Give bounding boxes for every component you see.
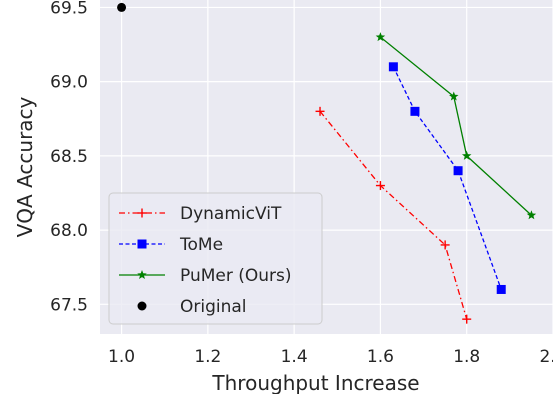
legend-item: ToMe [119, 235, 223, 255]
legend: DynamicViT ToMe PuMer (Ours) Original [108, 192, 323, 325]
data-point [461, 150, 472, 160]
data-point [375, 181, 385, 191]
legend-item: DynamicViT [119, 204, 282, 224]
data-point [526, 210, 537, 220]
x-tick-label: 1.2 [194, 347, 221, 367]
y-tick-label: 67.5 [50, 295, 88, 315]
legend-box [108, 192, 323, 325]
y-tick-label: 69.0 [50, 73, 88, 93]
legend-item: Original [137, 297, 247, 317]
series-1 [388, 62, 506, 294]
series-line [380, 36, 532, 216]
legend-marker [137, 301, 147, 311]
legend-label: DynamicViT [180, 204, 282, 224]
series-0 [315, 106, 472, 324]
series-3 [117, 2, 127, 12]
x-tick-label: 1.0 [108, 347, 135, 367]
series-2 [375, 32, 537, 220]
legend-marker [137, 208, 147, 218]
series-line [319, 110, 468, 320]
y-tick-label: 69.5 [50, 0, 88, 18]
legend-item: PuMer (Ours) [119, 266, 292, 286]
tick-labels: 1.0 1.2 1.4 1.6 1.8 2.0 67.5 68.0 68.5 69.0 69.5 [50, 0, 553, 367]
y-tick-label: 68.5 [50, 147, 88, 167]
legend-marker [137, 239, 147, 249]
legend-marker [137, 270, 147, 280]
data-point [375, 32, 386, 42]
legend-items: DynamicViT ToMe PuMer (Ours) Original [119, 204, 292, 317]
data-point [440, 240, 450, 250]
x-tick-label: 1.4 [281, 347, 308, 367]
data-point [315, 106, 325, 116]
x-tick-label: 1.6 [367, 347, 394, 367]
y-axis-label: VQA Accuracy [13, 96, 37, 237]
data-point [410, 106, 420, 116]
data-point [388, 62, 398, 72]
data-point [462, 314, 472, 324]
legend-label: ToMe [179, 235, 223, 255]
data-point [453, 166, 463, 176]
data-point [496, 284, 506, 294]
x-tick-label: 1.8 [453, 347, 480, 367]
legend-label: PuMer (Ours) [180, 266, 292, 286]
grid [100, 0, 553, 334]
data-point [449, 91, 459, 101]
x-axis-label: Throughput Increase [211, 371, 419, 394]
y-tick-label: 68.0 [50, 221, 88, 241]
x-tick-label: 2.0 [539, 347, 553, 367]
series-layer [117, 2, 537, 324]
data-point [117, 2, 127, 12]
series-line [392, 66, 502, 290]
legend-label: Original [180, 297, 247, 317]
